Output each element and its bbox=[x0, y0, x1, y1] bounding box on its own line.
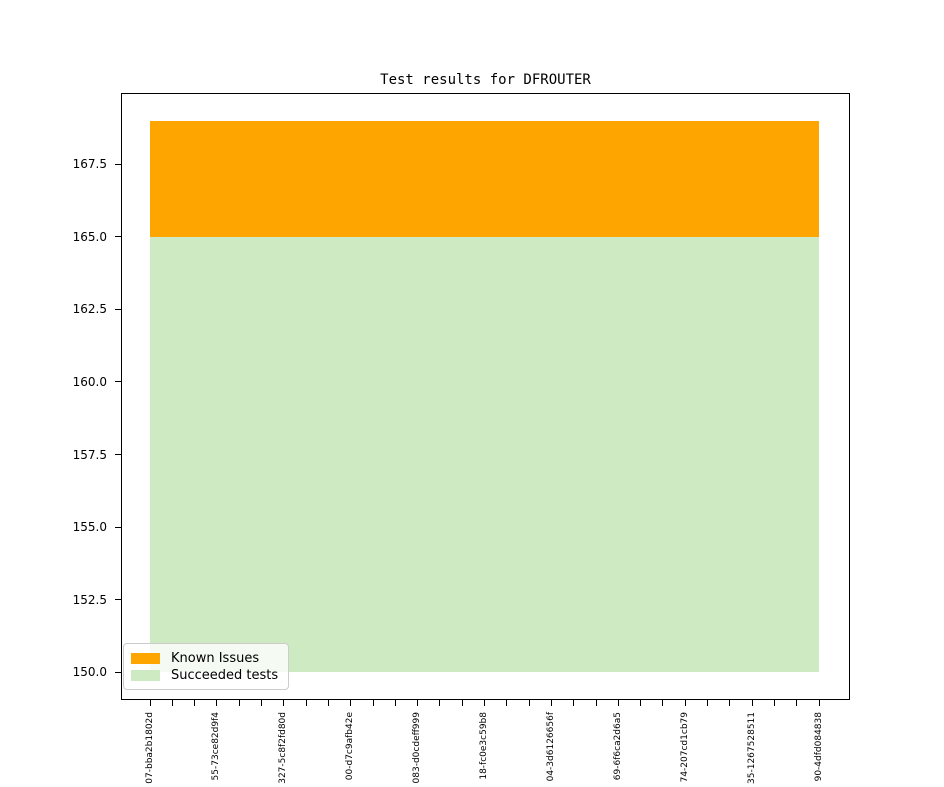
known-issues-area bbox=[150, 120, 819, 237]
y-tick-label: 167.5 bbox=[72, 157, 107, 172]
y-tick-label: 152.5 bbox=[72, 592, 107, 607]
x-tick-mark bbox=[528, 700, 530, 706]
x-tick-label: 07-bba2b1802d bbox=[144, 712, 155, 784]
x-tick-mark bbox=[216, 700, 218, 706]
chart-title: Test results for DFROUTER bbox=[380, 72, 591, 88]
x-tick-mark bbox=[394, 700, 396, 706]
x-tick-label: 04-3d6126656f bbox=[545, 712, 556, 782]
x-tick-label: 00-d7c9afb42e bbox=[345, 712, 356, 781]
x-tick-label: 90-4dfd084838 bbox=[813, 712, 824, 782]
y-tick-label: 165.0 bbox=[72, 229, 107, 244]
x-tick-mark bbox=[283, 700, 285, 706]
y-tick-label: 160.0 bbox=[72, 374, 107, 389]
x-tick-mark bbox=[595, 700, 597, 706]
x-tick-mark bbox=[461, 700, 463, 706]
legend-label-known-issues: Known Issues bbox=[171, 650, 260, 666]
x-tick-label: 18-fc0e3c59b8 bbox=[479, 712, 489, 780]
y-tick-label: 150.0 bbox=[72, 665, 107, 680]
legend: Known Issues Succeeded tests bbox=[123, 643, 289, 690]
x-tick-mark bbox=[305, 700, 307, 706]
x-tick-mark bbox=[439, 700, 441, 706]
x-tick-mark bbox=[773, 700, 775, 706]
y-tick-mark bbox=[115, 236, 121, 238]
x-tick-mark bbox=[194, 700, 196, 706]
y-tick-mark bbox=[115, 599, 121, 601]
succeeded-tests-area bbox=[150, 236, 819, 673]
x-tick-mark bbox=[617, 700, 619, 706]
x-tick-mark bbox=[238, 700, 240, 706]
y-tick-mark bbox=[115, 526, 121, 528]
x-tick-mark bbox=[751, 700, 753, 706]
x-tick-label: 69-6f6ca2d6a5 bbox=[612, 712, 623, 781]
x-tick-mark bbox=[729, 700, 731, 706]
x-tick-label: 55-73ce82d9f4 bbox=[211, 712, 222, 781]
x-tick-mark bbox=[484, 700, 485, 706]
known-issues-swatch bbox=[131, 652, 160, 664]
y-tick-label: 162.5 bbox=[72, 302, 107, 317]
x-tick-label: 74-207cd1cb79 bbox=[679, 712, 690, 783]
x-tick-mark bbox=[707, 700, 708, 706]
x-tick-mark bbox=[149, 700, 151, 706]
legend-label-succeeded-tests: Succeeded tests bbox=[171, 667, 279, 683]
x-tick-mark bbox=[171, 700, 173, 706]
legend-item-known-issues: Known Issues bbox=[131, 650, 280, 666]
x-tick-mark bbox=[506, 700, 508, 706]
x-tick-mark bbox=[640, 700, 642, 706]
x-tick-label: 327-5c8f2fd80d bbox=[278, 712, 289, 784]
x-tick-mark bbox=[662, 700, 664, 706]
x-tick-mark bbox=[372, 700, 374, 706]
x-tick-mark bbox=[261, 700, 262, 706]
y-tick-mark bbox=[115, 308, 121, 310]
y-tick-mark bbox=[115, 671, 121, 673]
x-tick-mark bbox=[417, 700, 419, 706]
legend-item-succeeded-tests: Succeeded tests bbox=[131, 667, 280, 683]
succeeded-tests-swatch bbox=[131, 669, 160, 681]
x-tick-mark bbox=[818, 700, 820, 706]
y-tick-mark bbox=[115, 381, 121, 383]
y-tick-mark bbox=[115, 454, 121, 456]
plot-area: Known Issues Succeeded tests bbox=[121, 93, 850, 700]
x-tick-label: 35-1267528511 bbox=[746, 712, 757, 784]
x-tick-mark bbox=[796, 700, 798, 706]
x-tick-mark bbox=[684, 700, 686, 706]
x-tick-mark bbox=[327, 700, 329, 706]
y-tick-mark bbox=[115, 163, 121, 165]
x-tick-mark bbox=[350, 700, 352, 706]
x-tick-mark bbox=[550, 700, 552, 706]
y-tick-label: 155.0 bbox=[72, 520, 107, 535]
x-tick-label: 083-d0cdeff999 bbox=[412, 712, 423, 784]
y-tick-label: 157.5 bbox=[72, 447, 107, 462]
x-tick-mark bbox=[573, 700, 575, 706]
